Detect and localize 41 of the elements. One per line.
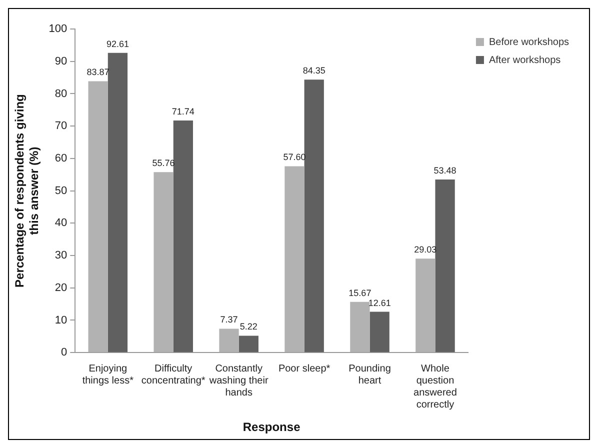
bar [154,172,174,352]
y-tick-label: 50 [54,184,68,197]
data-label: 53.48 [434,166,456,176]
y-tick-label: 70 [54,120,68,132]
data-label: 92.61 [106,38,129,49]
y-tick-label: 10 [54,314,68,326]
y-tick-label: 80 [54,88,68,100]
x-tick-label: Pounding heart [348,363,391,386]
y-tick-label: 40 [54,217,68,230]
y-tick-label: 0 [61,346,68,359]
data-label: 84.35 [302,66,326,76]
bar [435,180,455,352]
x-axis-title: Response [242,420,301,434]
bar [238,336,258,352]
bar [173,120,193,352]
y-tick-label: 90 [54,55,68,68]
y-tick-label: 60 [54,152,68,164]
y-axis-title: Percentage of respondents giving this answer (%) [12,94,41,288]
bar [284,166,304,352]
bar [416,258,436,352]
y-tick-label: 100 [48,23,68,36]
bar [219,328,239,352]
bar [350,302,370,352]
x-tick-label: Constantly washing their hands [208,363,269,398]
data-label: 15.67 [348,288,372,298]
bar [304,80,324,352]
data-label: 5.22 [240,322,258,332]
data-label: 7.37 [220,314,238,325]
x-tick-label: Difficulty concentrating* [141,363,206,386]
bar [370,312,390,352]
x-tick-label: Whole question answered correctly [414,363,457,410]
y-tick-label: 30 [54,250,68,262]
bar [108,52,128,352]
y-tick-label: 20 [54,282,68,294]
data-label: 12.61 [368,298,391,308]
x-tick-label: Poor sleep* [278,363,330,374]
x-tick-label: Enjoying things less* [82,363,134,386]
legend-label: Before workshops [488,36,570,48]
data-label: 71.74 [172,106,194,116]
legend-label: After workshops [488,54,561,66]
bar [88,81,108,352]
